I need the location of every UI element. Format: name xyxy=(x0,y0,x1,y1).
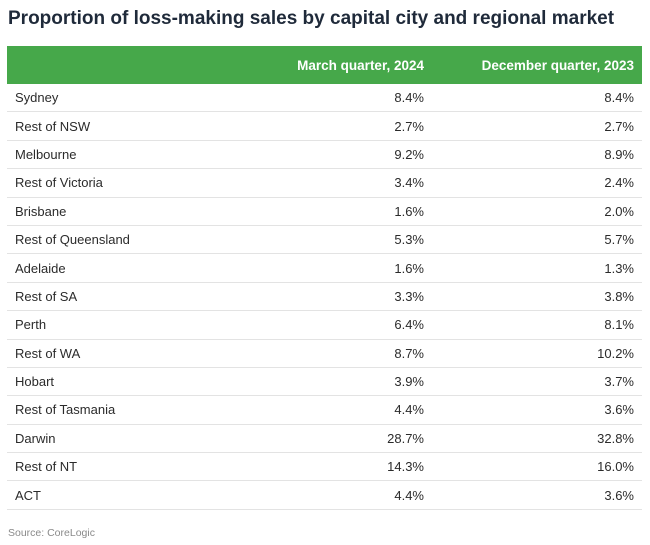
source-note: Source: CoreLogic xyxy=(8,527,95,539)
region-name-cell: Hobart xyxy=(7,367,237,397)
december-2023-value-cell: 16.0% xyxy=(432,452,642,482)
header-cell-march-2024: March quarter, 2024 xyxy=(237,46,432,84)
december-2023-value-cell: 2.7% xyxy=(432,111,642,141)
region-name-cell: Rest of WA xyxy=(7,339,237,368)
table-row: Rest of NSW 2.7% 2.7% xyxy=(7,111,642,141)
table-row: Rest of WA 8.7% 10.2% xyxy=(7,339,642,368)
december-2023-value-cell: 8.1% xyxy=(432,310,642,340)
march-2024-value-cell: 1.6% xyxy=(237,253,432,283)
header-cell-december-2023: December quarter, 2023 xyxy=(432,46,642,84)
table-row: Hobart 3.9% 3.7% xyxy=(7,367,642,397)
data-table: March quarter, 2024 December quarter, 20… xyxy=(7,46,642,510)
table-body: Sydney 8.4% 8.4% Rest of NSW 2.7% 2.7% Melbour… xyxy=(7,84,642,510)
region-name-cell: Rest of Victoria xyxy=(7,168,237,198)
march-2024-value-cell: 3.3% xyxy=(237,282,432,312)
march-2024-value-cell: 14.3% xyxy=(237,452,432,482)
table-row: Brisbane 1.6% 2.0% xyxy=(7,197,642,226)
table-row: Sydney 8.4% 8.4% xyxy=(7,84,642,113)
table-row: Rest of Victoria 3.4% 2.4% xyxy=(7,168,642,198)
table-header: March quarter, 2024 December quarter, 20… xyxy=(7,46,642,84)
december-2023-value-cell: 3.8% xyxy=(432,282,642,312)
december-2023-value-cell: 5.7% xyxy=(432,225,642,255)
december-2023-value-cell: 3.7% xyxy=(432,367,642,397)
table-row: Rest of SA 3.3% 3.8% xyxy=(7,282,642,312)
december-2023-value-cell: 3.6% xyxy=(432,395,642,425)
region-name-cell: Melbourne xyxy=(7,140,237,170)
table-row: Rest of Tasmania 4.4% 3.6% xyxy=(7,395,642,425)
region-name-cell: Rest of NSW xyxy=(7,111,237,141)
region-name-cell: Darwin xyxy=(7,424,237,454)
table-row: Rest of Queensland 5.3% 5.7% xyxy=(7,225,642,255)
march-2024-value-cell: 8.4% xyxy=(237,84,432,113)
december-2023-value-cell: 8.4% xyxy=(432,84,642,113)
table-row: Adelaide 1.6% 1.3% xyxy=(7,253,642,283)
march-2024-value-cell: 4.4% xyxy=(237,395,432,425)
header-cell-region xyxy=(7,46,237,84)
region-name-cell: ACT xyxy=(7,480,237,510)
table-row: ACT 4.4% 3.6% xyxy=(7,480,642,510)
table-row: Melbourne 9.2% 8.9% xyxy=(7,140,642,170)
region-name-cell: Rest of NT xyxy=(7,452,237,482)
table-row: Darwin 28.7% 32.8% xyxy=(7,424,642,454)
december-2023-value-cell: 10.2% xyxy=(432,339,642,368)
table-row: Perth 6.4% 8.1% xyxy=(7,310,642,340)
march-2024-value-cell: 2.7% xyxy=(237,111,432,141)
march-2024-value-cell: 8.7% xyxy=(237,339,432,368)
march-2024-value-cell: 1.6% xyxy=(237,197,432,226)
december-2023-value-cell: 2.4% xyxy=(432,168,642,198)
december-2023-value-cell: 2.0% xyxy=(432,197,642,226)
region-name-cell: Perth xyxy=(7,310,237,340)
header-row: March quarter, 2024 December quarter, 20… xyxy=(7,46,642,84)
march-2024-value-cell: 3.9% xyxy=(237,367,432,397)
region-name-cell: Brisbane xyxy=(7,197,237,226)
december-2023-value-cell: 3.6% xyxy=(432,480,642,510)
december-2023-value-cell: 1.3% xyxy=(432,253,642,283)
march-2024-value-cell: 3.4% xyxy=(237,168,432,198)
region-name-cell: Sydney xyxy=(7,84,237,113)
table-title: Proportion of loss-making sales by capit… xyxy=(8,8,615,29)
table-row: Rest of NT 14.3% 16.0% xyxy=(7,452,642,482)
december-2023-value-cell: 32.8% xyxy=(432,424,642,454)
march-2024-value-cell: 28.7% xyxy=(237,424,432,454)
region-name-cell: Rest of Tasmania xyxy=(7,395,237,425)
march-2024-value-cell: 6.4% xyxy=(237,310,432,340)
march-2024-value-cell: 9.2% xyxy=(237,140,432,170)
region-name-cell: Rest of Queensland xyxy=(7,225,237,255)
march-2024-value-cell: 4.4% xyxy=(237,480,432,510)
march-2024-value-cell: 5.3% xyxy=(237,225,432,255)
region-name-cell: Adelaide xyxy=(7,253,237,283)
december-2023-value-cell: 8.9% xyxy=(432,140,642,170)
region-name-cell: Rest of SA xyxy=(7,282,237,312)
